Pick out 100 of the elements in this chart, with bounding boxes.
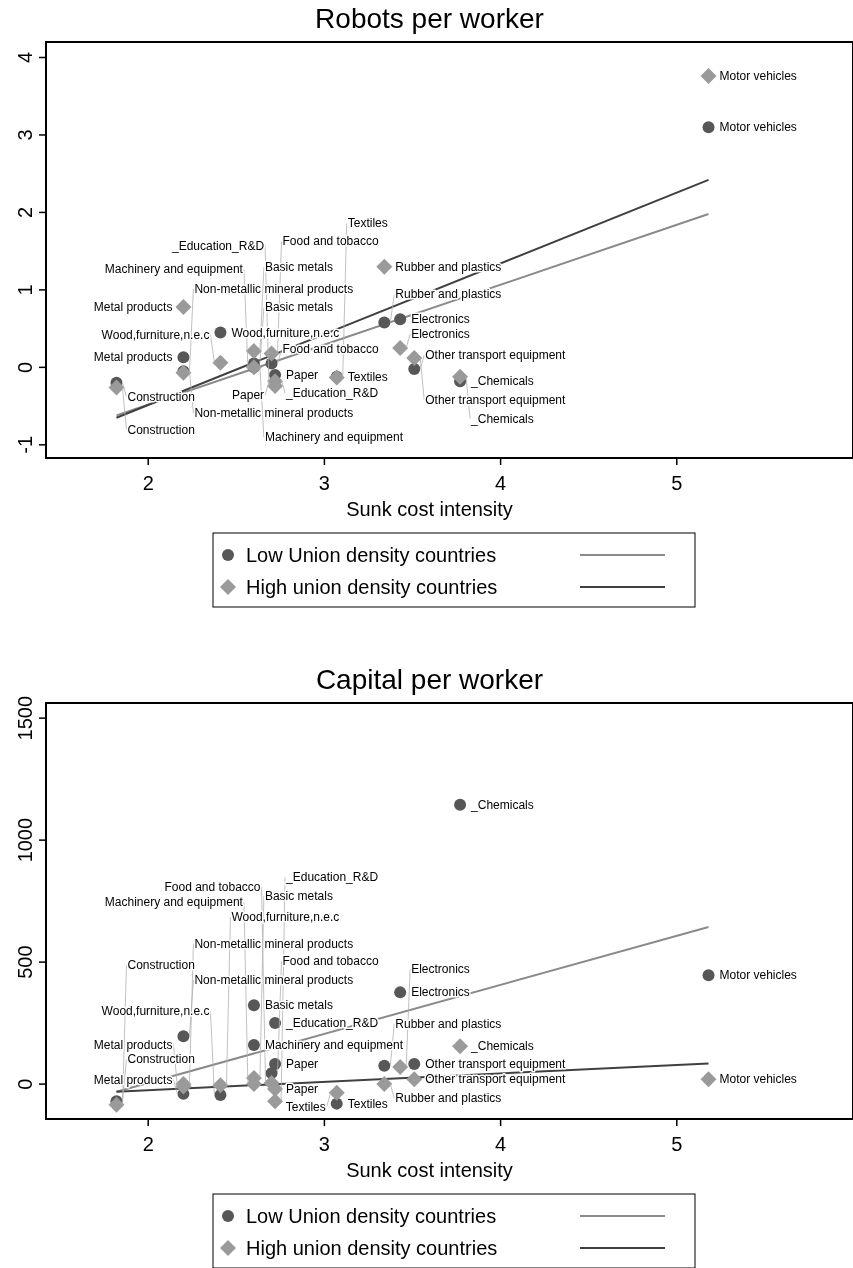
annotation: Food and tobacco <box>282 954 379 969</box>
annotation: Motor vehicles <box>719 968 797 983</box>
y-tick-label: 2 <box>14 206 36 218</box>
chart-title: Robots per worker <box>315 3 544 34</box>
point <box>394 313 407 326</box>
annotation: _Education_R&D <box>285 385 379 400</box>
x-tick-label: 5 <box>671 1133 683 1155</box>
x-tick-label: 3 <box>318 472 330 494</box>
point <box>392 340 409 356</box>
point <box>700 1071 717 1088</box>
annotation: Construction <box>127 1052 195 1067</box>
x-axis-title: Sunk cost intensity <box>346 1159 513 1181</box>
annotation: Motor vehicles <box>719 120 797 135</box>
point <box>406 1071 423 1088</box>
point <box>245 343 262 360</box>
annotation: Basic metals <box>264 889 333 904</box>
x-tick-label: 2 <box>142 472 154 494</box>
point <box>177 1030 190 1043</box>
annotation: Non-metallic mineral products <box>194 937 354 952</box>
annotation: Metal products <box>93 1037 173 1052</box>
chart-title: Capital per worker <box>315 664 544 695</box>
point <box>212 354 229 371</box>
annotation: Paper <box>286 1081 319 1096</box>
point <box>330 1097 343 1110</box>
x-tick-label: 5 <box>671 472 683 494</box>
point <box>454 798 467 811</box>
annotation: _Chemicals <box>470 374 534 389</box>
annotation: Paper <box>232 388 265 403</box>
annotation: Wood,furniture,n.e.c <box>101 327 210 342</box>
annotation: Basic metals <box>264 300 333 315</box>
point <box>267 1093 284 1110</box>
point <box>376 258 393 275</box>
annotation: Rubber and plastics <box>395 1091 502 1106</box>
point <box>328 1084 345 1101</box>
point <box>247 1039 260 1052</box>
point <box>378 316 391 329</box>
point <box>452 368 469 385</box>
annotation: Wood,furniture,n.e.c <box>101 1004 210 1019</box>
annotation: Machinery and equipment <box>264 430 404 445</box>
legend-label: Low Union density countries <box>246 544 497 566</box>
annotation: _Education_R&D <box>285 1016 379 1031</box>
point <box>452 1038 469 1055</box>
annotation: Basic metals <box>264 998 333 1013</box>
point <box>247 999 260 1012</box>
annotation: Food and tobacco <box>164 879 261 894</box>
annotation: Construction <box>127 957 195 972</box>
point <box>700 68 717 85</box>
x-axis-title: Sunk cost intensity <box>346 498 513 520</box>
annotation: Other transport equipment <box>425 1057 566 1072</box>
annotation: Food and tobacco <box>282 234 379 249</box>
annotation: Electronics <box>411 312 470 327</box>
annotation: _Education_R&D <box>285 870 379 885</box>
annotation: Non-metallic mineral products <box>194 406 354 421</box>
point <box>376 1076 393 1093</box>
point <box>702 121 715 134</box>
annotation: Metal products <box>93 350 173 365</box>
annotation: Basic metals <box>264 260 333 275</box>
y-tick-label: 0 <box>14 361 36 373</box>
annotation: Machinery and equipment <box>104 262 244 277</box>
annotation: Wood,furniture,n.e.c <box>231 910 340 925</box>
point <box>108 379 125 396</box>
annotation: Rubber and plastics <box>395 1016 502 1031</box>
legend-label: High union density countries <box>246 576 498 598</box>
y-tick-label: 0 <box>14 1078 36 1090</box>
annotation: Textiles <box>347 369 388 384</box>
x-tick-label: 2 <box>142 1133 154 1155</box>
annotation: Motor vehicles <box>719 69 797 84</box>
y-tick-label: 1000 <box>14 817 36 863</box>
point <box>378 1059 391 1072</box>
x-tick-label: 4 <box>495 472 507 494</box>
x-tick-label: 4 <box>495 1133 507 1155</box>
annotation: Paper <box>286 1057 319 1072</box>
point <box>406 350 423 367</box>
y-tick-label: 3 <box>14 129 36 141</box>
legend-label: Low Union density countries <box>246 1205 497 1227</box>
legend-label: High union density countries <box>246 1237 498 1259</box>
annotation: Textiles <box>347 1096 388 1111</box>
point <box>702 969 715 982</box>
annotation: Non-metallic mineral products <box>194 973 354 988</box>
annotation: Electronics <box>411 962 470 977</box>
annotation: Electronics <box>411 985 470 1000</box>
point <box>175 298 192 315</box>
y-tick-label: 1500 <box>14 695 36 741</box>
annotation: Metal products <box>93 299 173 314</box>
point <box>108 1096 125 1113</box>
annotation: _Chemicals <box>470 411 534 426</box>
point <box>392 1059 409 1076</box>
point <box>394 986 407 999</box>
annotation: _Education_R&D <box>171 238 265 253</box>
y-tick-label: 1 <box>14 284 36 296</box>
point <box>214 326 227 339</box>
point <box>177 351 190 364</box>
annotation: Textiles <box>347 216 388 231</box>
annotation: Motor vehicles <box>719 1072 797 1087</box>
point <box>269 1017 282 1030</box>
annotation: Food and tobacco <box>282 342 379 357</box>
annotation: Other transport equipment <box>425 347 566 362</box>
annotation: Machinery and equipment <box>264 1038 404 1053</box>
annotation: Textiles <box>285 1099 326 1114</box>
annotation: _Chemicals <box>470 797 534 812</box>
